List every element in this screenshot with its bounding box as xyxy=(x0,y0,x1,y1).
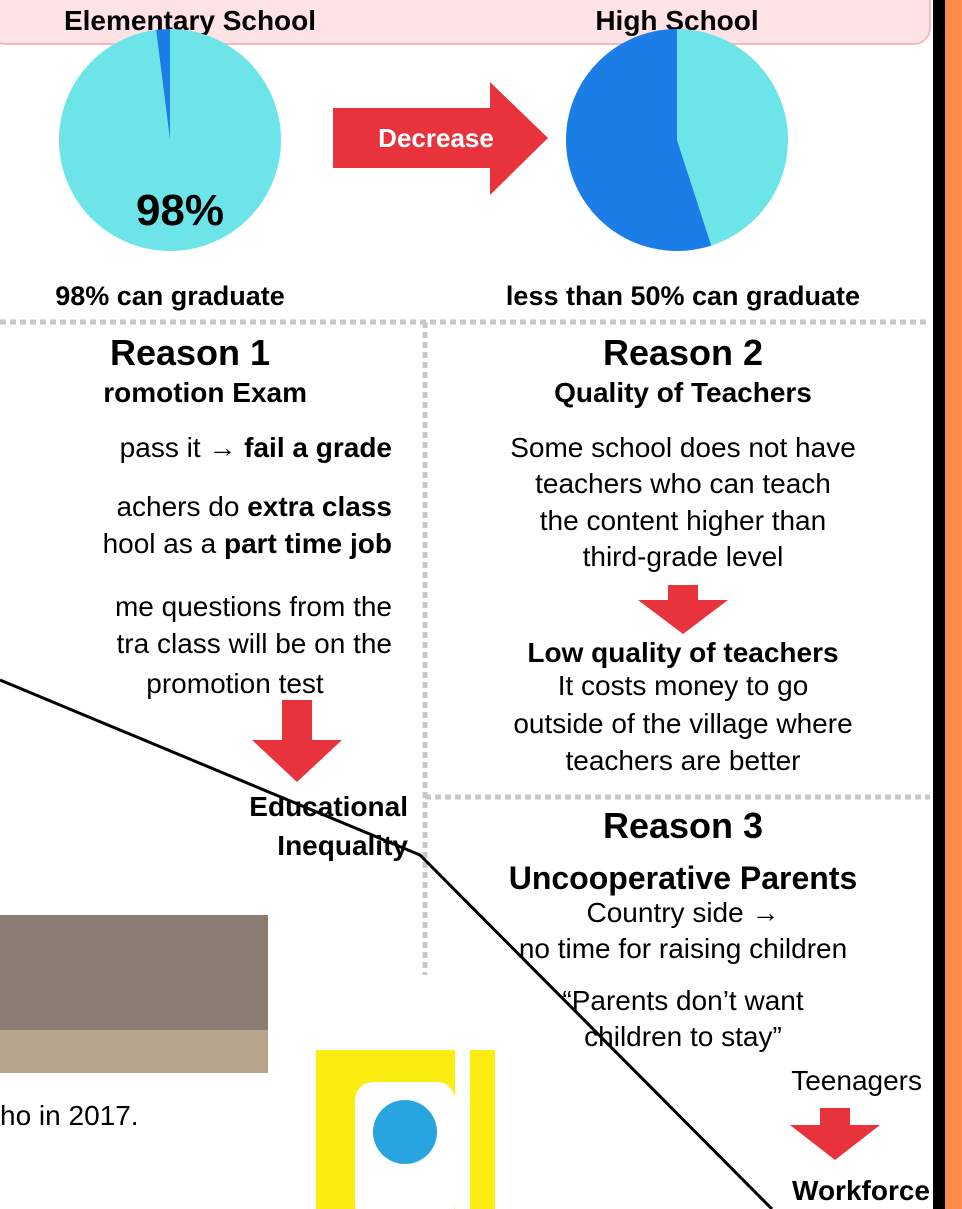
reason-subtitle: Uncooperative Parents xyxy=(509,860,858,896)
text-line: teachers who can teach xyxy=(535,468,831,499)
down-arrow xyxy=(638,585,728,634)
text-line: It costs money to go xyxy=(558,670,809,701)
logo-gap xyxy=(455,1050,470,1209)
text-line: Country side → xyxy=(587,897,780,928)
photo-caption: ho in 2017. xyxy=(0,1100,139,1131)
border-accent xyxy=(945,0,962,1209)
reason-title: Reason 1 xyxy=(110,332,270,373)
text-line: Teenagers xyxy=(791,1065,922,1096)
text-line: no time for raising children xyxy=(519,933,847,964)
text-line: hool as a part time job xyxy=(103,528,392,559)
arrow-label: Decrease xyxy=(378,123,494,153)
pie-caption: 98% can graduate xyxy=(55,281,285,311)
text-line: the content higher than xyxy=(540,505,826,536)
down-arrow xyxy=(790,1108,880,1160)
text-line: outside of the village where xyxy=(513,708,852,739)
logo-dot xyxy=(373,1100,437,1164)
text-line: tra class will be on the xyxy=(117,628,392,659)
result: Low quality of teachers xyxy=(527,637,838,668)
text-line: teachers are better xyxy=(565,745,800,776)
text-line: third-grade level xyxy=(583,541,784,572)
reason-title: Reason 2 xyxy=(603,332,763,373)
border xyxy=(933,0,945,1209)
reason-subtitle: romotion Exam xyxy=(103,377,307,408)
result: Workforce xyxy=(792,1175,930,1206)
text-line: promotion test xyxy=(146,668,324,699)
result: Inequality xyxy=(277,830,408,861)
reason-subtitle: Quality of Teachers xyxy=(554,377,812,408)
slice-label: 98% xyxy=(136,186,224,235)
poster: Elementary School High School 98%98% can… xyxy=(0,0,962,1209)
down-arrow xyxy=(252,700,342,782)
text-line: children to stay” xyxy=(584,1021,782,1052)
pie-caption: less than 50% can graduate xyxy=(506,281,860,311)
reason-title: Reason 3 xyxy=(603,805,763,846)
photo-floor xyxy=(0,1030,268,1073)
text-line: achers do extra class xyxy=(116,491,392,522)
text-line: me questions from the xyxy=(115,591,392,622)
text-line: Some school does not have xyxy=(510,432,856,463)
text-line: pass it → fail a grade xyxy=(120,432,392,463)
text-line: “Parents don’t want xyxy=(562,985,803,1016)
